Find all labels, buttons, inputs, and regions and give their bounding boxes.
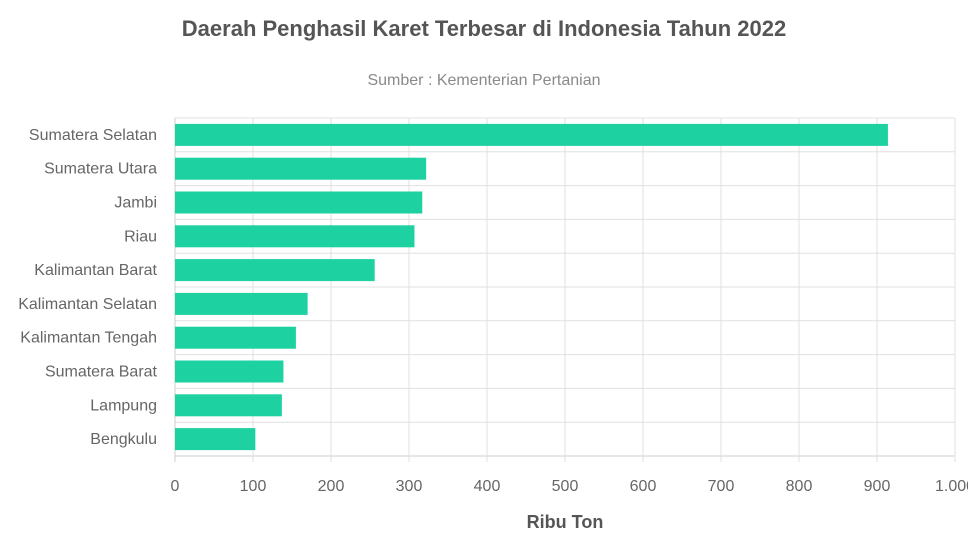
chart-subtitle: Sumber : Kementerian Pertanian xyxy=(367,72,601,89)
bar xyxy=(175,428,256,451)
bar xyxy=(175,157,427,180)
bar xyxy=(175,326,296,349)
category-label: Kalimantan Barat xyxy=(34,262,157,279)
category-label: Sumatera Selatan xyxy=(29,127,157,144)
x-tick-label: 500 xyxy=(552,478,579,495)
x-tick-label: 900 xyxy=(864,478,891,495)
category-label: Sumatera Barat xyxy=(45,364,158,381)
bar xyxy=(175,360,284,383)
x-tick-label: 0 xyxy=(171,478,180,495)
x-axis-label: Ribu Ton xyxy=(527,512,604,532)
bar xyxy=(175,191,423,214)
x-tick-label: 700 xyxy=(708,478,735,495)
category-label: Bengkulu xyxy=(90,431,157,448)
x-tick-label: 100 xyxy=(240,478,267,495)
bar xyxy=(175,123,888,146)
category-label: Sumatera Utara xyxy=(44,161,157,178)
bars xyxy=(175,123,888,451)
x-tick-label: 400 xyxy=(474,478,501,495)
category-label: Lampung xyxy=(90,397,157,414)
category-label: Riau xyxy=(124,228,157,245)
x-tick-label: 1.000 xyxy=(935,478,968,495)
bar xyxy=(175,225,415,248)
chart-title: Daerah Penghasil Karet Terbesar di Indon… xyxy=(181,16,787,41)
bar xyxy=(175,259,375,282)
x-tick-labels: 0 100 200 300 400 500 600 700 800 900 1.000 xyxy=(171,478,968,495)
x-tick-label: 200 xyxy=(318,478,345,495)
x-tick-label: 300 xyxy=(396,478,423,495)
bar xyxy=(175,394,282,417)
category-labels: Sumatera Selatan Sumatera Utara Jambi Riau K… xyxy=(18,127,157,448)
x-tick-label: 600 xyxy=(630,478,657,495)
category-label: Jambi xyxy=(114,195,157,212)
category-label: Kalimantan Tengah xyxy=(20,330,157,347)
x-tick-label: 800 xyxy=(786,478,813,495)
bar xyxy=(175,292,308,315)
category-label: Kalimantan Selatan xyxy=(18,296,157,313)
